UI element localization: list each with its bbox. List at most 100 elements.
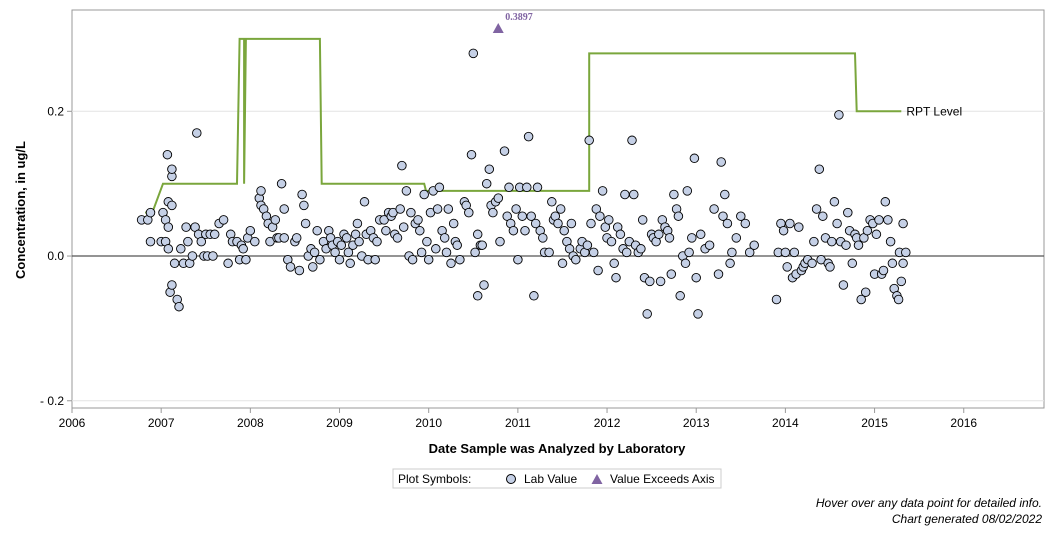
- lab-value-point[interactable]: [484, 164, 495, 174]
- lab-value-point[interactable]: [825, 262, 835, 272]
- lab-value-point[interactable]: [544, 247, 554, 258]
- lab-value-point[interactable]: [167, 280, 177, 290]
- lab-value-point[interactable]: [439, 233, 450, 243]
- lab-value-point[interactable]: [684, 247, 694, 258]
- lab-value-point[interactable]: [785, 218, 795, 229]
- lab-value-point[interactable]: [838, 280, 849, 290]
- lab-value-point[interactable]: [901, 247, 911, 258]
- lab-value-point[interactable]: [308, 262, 318, 272]
- lab-value-point[interactable]: [345, 258, 355, 269]
- lab-value-point[interactable]: [771, 294, 782, 305]
- lab-value-point[interactable]: [874, 215, 884, 225]
- lab-value-point[interactable]: [725, 258, 735, 269]
- lab-value-point[interactable]: [167, 164, 177, 174]
- lab-value-point[interactable]: [517, 211, 528, 221]
- lab-value-point[interactable]: [395, 204, 405, 214]
- lab-value-point[interactable]: [441, 247, 452, 258]
- lab-value-point[interactable]: [749, 240, 759, 250]
- lab-value-point[interactable]: [695, 229, 706, 240]
- lab-value-point[interactable]: [526, 211, 536, 221]
- lab-value-point[interactable]: [883, 215, 893, 225]
- lab-value-point[interactable]: [555, 204, 566, 214]
- lab-value-point[interactable]: [553, 218, 563, 229]
- lab-value-point[interactable]: [704, 240, 715, 250]
- lab-value-point[interactable]: [841, 240, 851, 250]
- lab-value-point[interactable]: [682, 186, 693, 196]
- lab-value-point[interactable]: [818, 211, 828, 221]
- lab-value-point[interactable]: [406, 207, 416, 218]
- lab-value-point[interactable]: [245, 225, 256, 236]
- lab-value-point[interactable]: [811, 204, 822, 214]
- lab-value-point[interactable]: [504, 182, 514, 193]
- lab-value-point[interactable]: [464, 207, 474, 218]
- lab-value-point[interactable]: [809, 236, 819, 247]
- lab-value-point[interactable]: [163, 244, 174, 254]
- lab-value-point[interactable]: [256, 186, 266, 196]
- lab-value-point[interactable]: [167, 200, 177, 211]
- lab-value-point[interactable]: [693, 309, 703, 319]
- lab-value-point[interactable]: [529, 291, 539, 301]
- lab-value-point[interactable]: [782, 262, 792, 272]
- lab-value-point[interactable]: [727, 247, 737, 258]
- lab-value-point[interactable]: [493, 193, 504, 203]
- lab-value-point[interactable]: [862, 225, 873, 236]
- lab-value-point[interactable]: [300, 218, 311, 229]
- lab-value-point[interactable]: [297, 189, 307, 200]
- lab-value-point[interactable]: [415, 225, 425, 236]
- lab-value-point[interactable]: [780, 247, 791, 258]
- lab-value-point[interactable]: [557, 258, 568, 269]
- lab-value-point[interactable]: [586, 218, 596, 229]
- lab-value-point[interactable]: [359, 197, 370, 207]
- lab-value-point[interactable]: [860, 287, 871, 297]
- lab-value-point[interactable]: [381, 225, 391, 236]
- lab-value-point[interactable]: [479, 280, 489, 290]
- lab-value-point[interactable]: [718, 211, 728, 221]
- lab-value-point[interactable]: [609, 258, 619, 269]
- lab-value-point[interactable]: [606, 236, 617, 247]
- lab-value-point[interactable]: [680, 258, 691, 269]
- lab-value-point[interactable]: [352, 218, 363, 229]
- lab-value-point[interactable]: [455, 254, 465, 265]
- lab-value-point[interactable]: [452, 240, 462, 250]
- lab-value-point[interactable]: [431, 244, 441, 254]
- lab-value-point[interactable]: [372, 236, 382, 247]
- lab-value-point[interactable]: [731, 233, 742, 243]
- lab-value-point[interactable]: [163, 222, 174, 232]
- lab-value-point[interactable]: [559, 225, 569, 236]
- lab-value-point[interactable]: [713, 269, 724, 279]
- lab-value-point[interactable]: [291, 233, 302, 243]
- lab-value-point[interactable]: [392, 233, 403, 243]
- lab-value-point[interactable]: [336, 240, 347, 250]
- lab-value-point[interactable]: [794, 222, 804, 232]
- lab-value-point[interactable]: [192, 128, 202, 138]
- lab-value-point[interactable]: [621, 247, 632, 258]
- lab-value-point[interactable]: [655, 276, 666, 287]
- lab-value-point[interactable]: [187, 251, 198, 261]
- lab-value-point[interactable]: [636, 244, 646, 254]
- lab-value-point[interactable]: [666, 269, 677, 279]
- exceeds-axis-marker[interactable]: [492, 23, 504, 33]
- lab-value-point[interactable]: [145, 236, 156, 247]
- lab-value-point[interactable]: [593, 265, 603, 276]
- lab-value-point[interactable]: [691, 272, 701, 283]
- points-layer[interactable]: [136, 48, 911, 319]
- lab-value-point[interactable]: [709, 204, 719, 214]
- lab-value-point[interactable]: [466, 149, 477, 160]
- lab-value-point[interactable]: [827, 236, 837, 247]
- lab-value-point[interactable]: [807, 258, 817, 269]
- lab-value-point[interactable]: [673, 211, 684, 221]
- lab-value-point[interactable]: [832, 218, 842, 229]
- lab-value-point[interactable]: [208, 251, 218, 261]
- lab-value-point[interactable]: [285, 262, 296, 272]
- lab-value-point[interactable]: [470, 247, 480, 258]
- lab-value-point[interactable]: [893, 294, 904, 305]
- lab-value-point[interactable]: [736, 211, 746, 221]
- lab-value-point[interactable]: [218, 215, 229, 225]
- lab-value-point[interactable]: [878, 265, 889, 276]
- lab-value-point[interactable]: [582, 240, 593, 250]
- lab-value-point[interactable]: [880, 197, 891, 207]
- lab-value-point[interactable]: [645, 276, 655, 287]
- lab-value-point[interactable]: [472, 229, 483, 240]
- lab-value-point[interactable]: [522, 182, 532, 193]
- lab-value-point[interactable]: [856, 294, 866, 305]
